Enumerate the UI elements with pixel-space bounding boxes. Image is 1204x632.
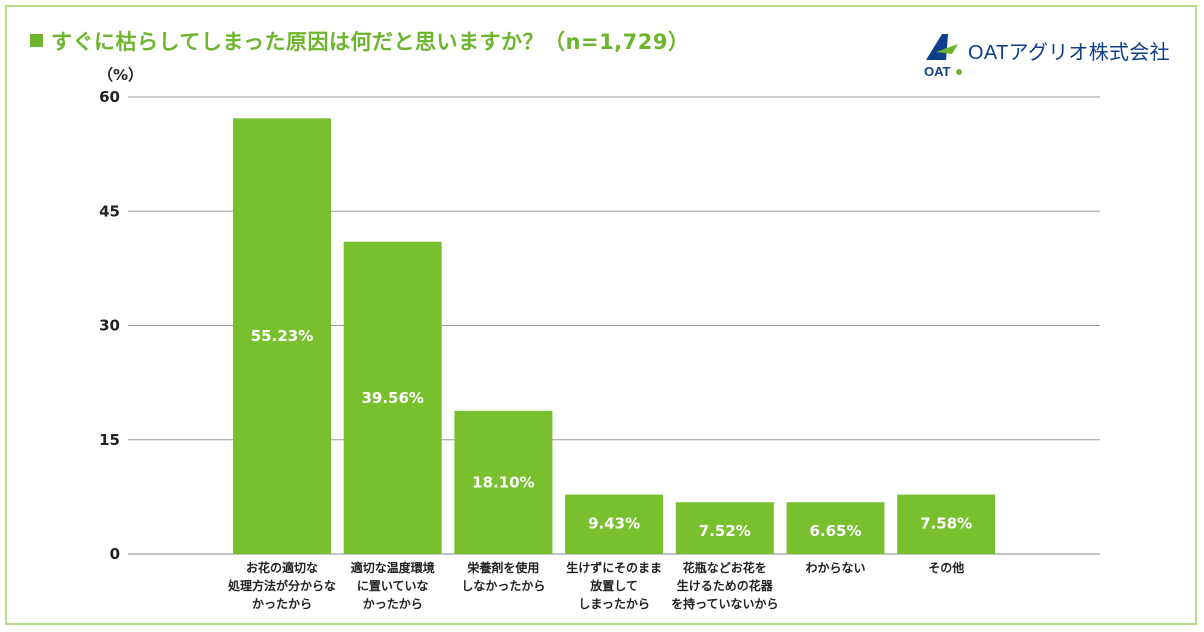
category-label: に置いていな [357, 579, 429, 593]
y-tick-label: 15 [99, 431, 120, 449]
chart-title: すぐに枯らしてしまった原因は何だと思いますか？（n=1,729） [30, 26, 690, 56]
category-label: かったから [252, 597, 312, 611]
bar [343, 241, 442, 554]
category-labels: お花の適切な処理方法が分からなかったから適切な温度環境に置いていなかったから栄養… [227, 560, 964, 611]
category-label: かったから [363, 597, 423, 611]
y-tick-label: 0 [110, 545, 120, 563]
bar [454, 410, 553, 554]
logo-text: OATアグリオ株式会社 [968, 42, 1170, 64]
logo-mark-text: OAT [924, 64, 951, 79]
category-label: 花瓶などお花を [683, 560, 767, 575]
y-tick-label: 30 [99, 317, 120, 335]
data-label: 6.65% [809, 522, 861, 540]
title-square-icon [30, 34, 43, 47]
category-label: しまったから [578, 597, 650, 611]
category-label: わからない [805, 561, 865, 575]
bar [897, 494, 996, 554]
y-tick-label: 45 [99, 202, 120, 220]
data-label: 9.43% [588, 515, 640, 533]
data-label: 55.23% [251, 327, 313, 345]
data-labels: 55.23% 39.56% 18.10% 9.43% 7.52% 6.65% 7.58% [251, 327, 972, 540]
category-label: 処理方法が分からな [227, 578, 336, 593]
data-label: 7.58% [920, 515, 972, 533]
data-label: 18.10% [472, 473, 534, 491]
category-label: お花の適切な [246, 560, 318, 575]
y-axis-ticks: 0 15 30 45 60 [99, 88, 120, 563]
category-label: しなかったから [461, 579, 545, 593]
bar [675, 502, 774, 554]
bar [565, 494, 664, 554]
y-tick-label: 60 [99, 88, 120, 106]
bar [786, 502, 885, 554]
data-label: 7.52% [699, 522, 751, 540]
category-label: 適切な温度環境 [351, 560, 435, 575]
category-label: 放置して [589, 578, 638, 593]
oat-logo-mark-icon: OAT [924, 34, 962, 79]
category-label: その他 [928, 560, 964, 575]
data-label: 39.56% [361, 389, 423, 407]
chart-title-text: すぐに枯らしてしまった原因は何だと思いますか？（n=1,729） [51, 30, 690, 54]
category-label: 生けずにそのまま [566, 560, 662, 575]
category-label: を持っていないから [671, 596, 778, 611]
y-axis-label: （%） [98, 66, 143, 84]
bar [233, 118, 331, 555]
company-logo: OAT OATアグリオ株式会社 [922, 30, 1182, 82]
category-label: 生けるための花器 [677, 578, 774, 593]
bars [233, 118, 996, 555]
category-label: 栄養剤を使用 [466, 560, 539, 575]
